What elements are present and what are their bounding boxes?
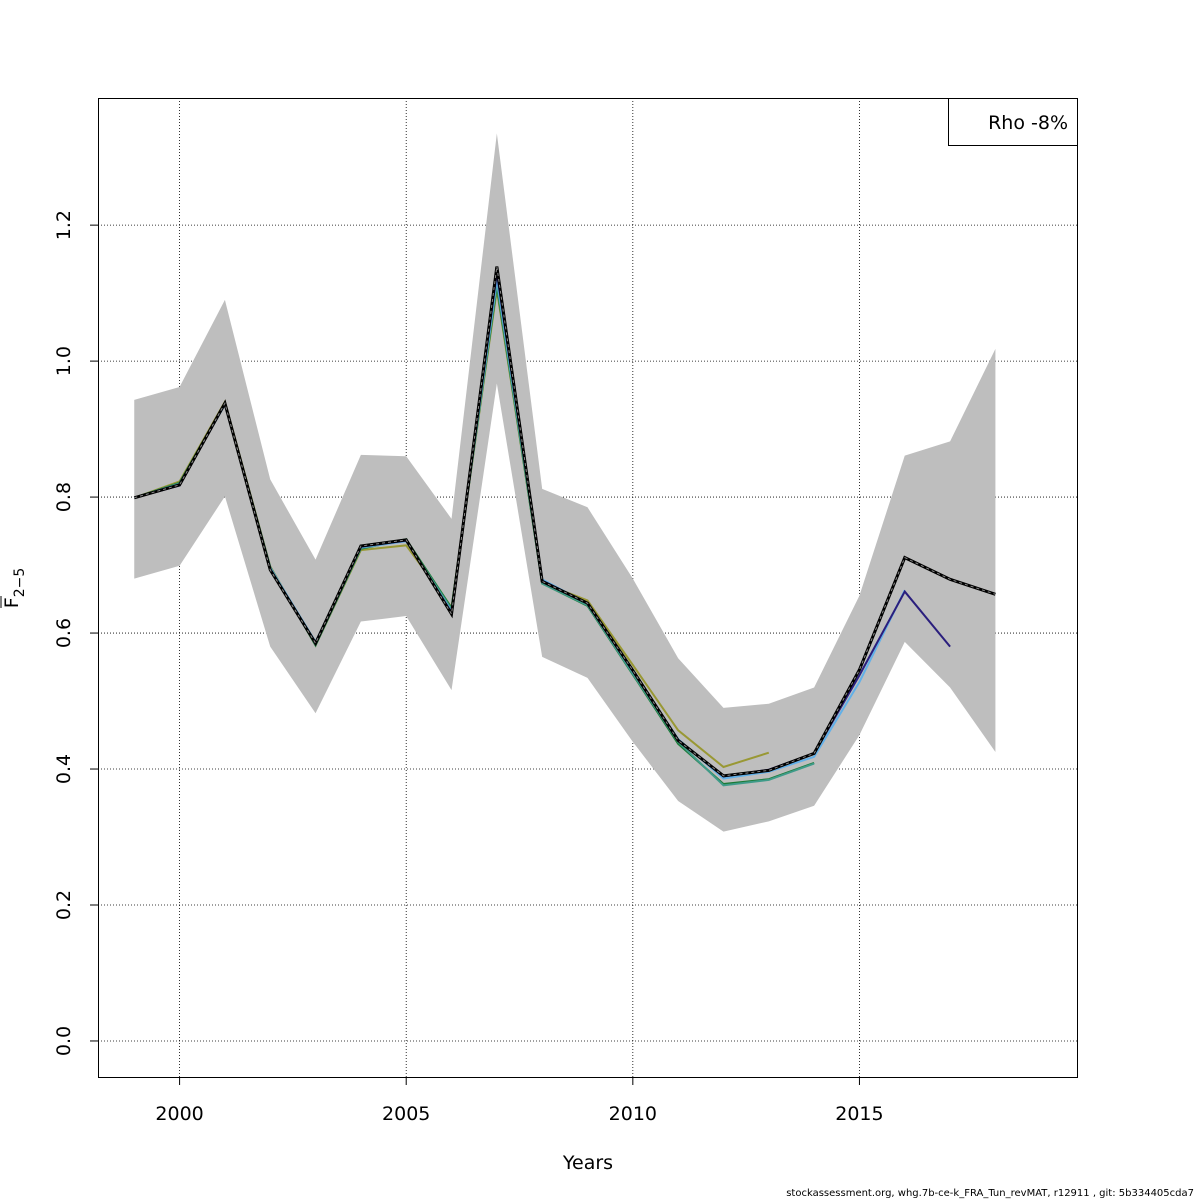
x-axis-title: Years [562,1152,613,1174]
y-tick-label-wrap: 1.2 [53,210,75,240]
y-tick-label: 0.6 [53,618,75,648]
y-axis-title: F2−5 [0,568,28,608]
x-tick-label: 2015 [835,1103,883,1125]
plot-frame [98,98,1078,1078]
y-tick-label: 0.8 [53,482,75,512]
x-tick-label: 2010 [609,1103,657,1125]
y-tick-label: 1.0 [53,346,75,376]
x-tick-label: 2005 [382,1103,430,1125]
y-axis: 0.0 0.2 0.4 0.6 0.8 1.0 1.2 [53,210,98,1056]
series-line-dash [134,266,996,777]
y-tick-label: 0.2 [53,890,75,920]
y-tick-label-wrap: 1.0 [53,346,75,376]
y-tick-label: 0.4 [53,754,75,784]
x-axis: 2000 2005 2010 2015 [155,1077,884,1125]
svg-text:F2−5: F2−5 [1,568,28,608]
y-tick-label: 1.2 [53,210,75,240]
y-axis-title-sub: 2−5 [12,568,28,598]
y-axis-title-main: F [1,597,23,608]
x-tick-label: 2000 [155,1103,203,1125]
series-lines [133,266,996,787]
y-tick-label-wrap: 0.2 [53,890,75,920]
confidence-band-area [134,133,996,832]
footer-credit: stockassessment.org, whg.7b-ce-k_FRA_Tun… [786,1188,1194,1199]
confidence-band [134,133,996,832]
y-tick-label: 0.0 [53,1026,75,1056]
y-tick-label-wrap: 0.6 [53,618,75,648]
y-tick-label-wrap: 0.0 [53,1026,75,1056]
y-tick-label-wrap: 0.4 [53,754,75,784]
y-tick-label-wrap: 0.8 [53,482,75,512]
legend-box [948,98,1078,146]
legend: Rho -8% [948,98,1078,146]
legend-text: Rho -8% [988,112,1068,134]
